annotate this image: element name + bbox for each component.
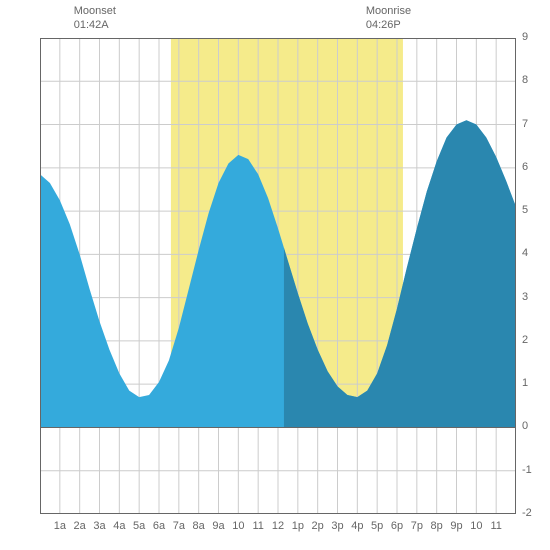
moonrise-time: 04:26P <box>366 19 401 31</box>
x-tick-label: 3a <box>90 520 110 532</box>
y-tick-label: 5 <box>522 204 542 216</box>
x-tick-label: 10 <box>466 520 486 532</box>
moonset-title: Moonset <box>74 5 116 17</box>
x-tick-label: 11 <box>486 520 506 532</box>
tide-chart-container: Moonset 01:42A Moonrise 04:26P -2-101234… <box>0 0 550 550</box>
x-tick-label: 8p <box>427 520 447 532</box>
x-tick-label: 10 <box>228 520 248 532</box>
y-tick-label: 9 <box>522 31 542 43</box>
x-tick-label: 2a <box>70 520 90 532</box>
x-tick-label: 12 <box>268 520 288 532</box>
moonrise-title: Moonrise <box>366 5 411 17</box>
x-tick-label: 1p <box>288 520 308 532</box>
x-tick-label: 1a <box>50 520 70 532</box>
y-tick-label: 8 <box>522 74 542 86</box>
moonset-time: 01:42A <box>74 19 109 31</box>
y-tick-label: 1 <box>522 377 542 389</box>
y-tick-label: -2 <box>522 507 542 519</box>
x-tick-label: 4a <box>109 520 129 532</box>
x-tick-label: 5p <box>367 520 387 532</box>
x-tick-label: 6p <box>387 520 407 532</box>
x-tick-label: 2p <box>308 520 328 532</box>
x-tick-label: 7a <box>169 520 189 532</box>
y-tick-label: 6 <box>522 161 542 173</box>
x-tick-label: 9p <box>447 520 467 532</box>
tide-chart-svg <box>40 38 516 514</box>
y-tick-label: 4 <box>522 247 542 259</box>
y-tick-label: -1 <box>522 464 542 476</box>
x-tick-label: 11 <box>248 520 268 532</box>
plot-area <box>40 38 516 514</box>
moonset-label: Moonset 01:42A <box>74 4 116 32</box>
x-tick-label: 6a <box>149 520 169 532</box>
moonrise-label: Moonrise 04:26P <box>366 4 411 32</box>
y-tick-label: 3 <box>522 291 542 303</box>
y-tick-label: 0 <box>522 420 542 432</box>
x-tick-label: 3p <box>328 520 348 532</box>
y-tick-label: 7 <box>522 118 542 130</box>
y-tick-label: 2 <box>522 334 542 346</box>
x-tick-label: 5a <box>129 520 149 532</box>
x-tick-label: 7p <box>407 520 427 532</box>
x-tick-label: 9a <box>209 520 229 532</box>
x-tick-label: 4p <box>347 520 367 532</box>
x-tick-label: 8a <box>189 520 209 532</box>
